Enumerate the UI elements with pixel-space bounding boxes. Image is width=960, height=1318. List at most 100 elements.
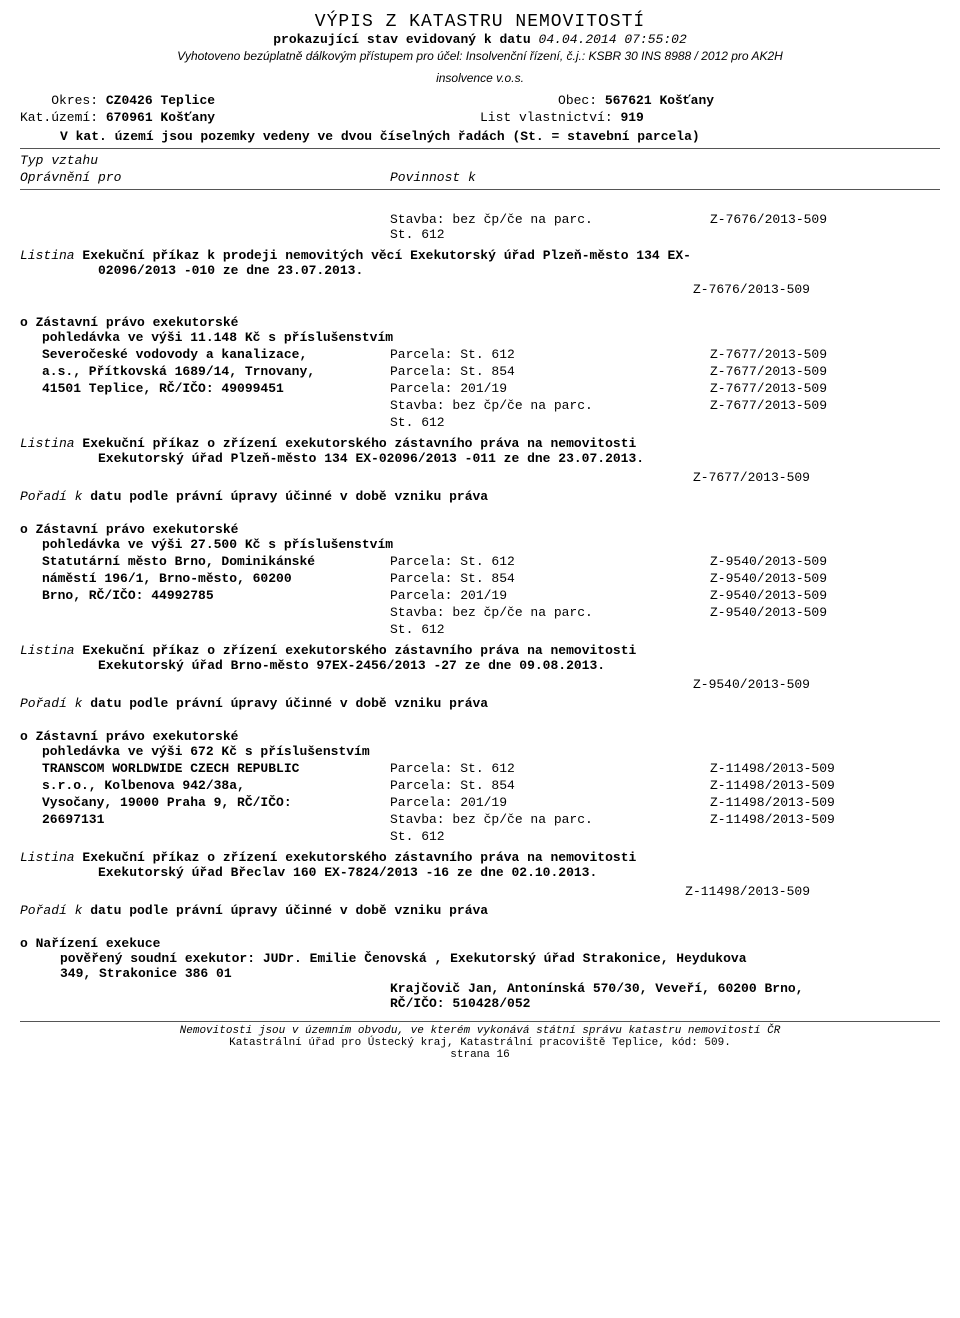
claim-1: pohledávka ve výši 11.148 Kč s příslušen… bbox=[42, 330, 940, 345]
st-extra: St. 612 bbox=[390, 622, 710, 637]
st-extra: St. 612 bbox=[390, 415, 710, 430]
creditor-row: náměstí 196/1, Brno-město, 60200 Parcela… bbox=[20, 571, 940, 586]
header-row-okres-obec: Okres: CZ0426 Teplice Obec: 567621 Košťa… bbox=[20, 93, 940, 108]
lien-title-3: o Zástavní právo exekutorské bbox=[20, 729, 940, 744]
listina-label: Listina bbox=[20, 643, 75, 658]
creditor-text: náměstí 196/1, Brno-město, 60200 bbox=[20, 571, 390, 586]
poradi-text: datu podle právní úpravy účinné v době v… bbox=[90, 489, 488, 504]
lien-title-1: o Zástavní právo exekutorské bbox=[20, 315, 940, 330]
z-ref: Z-7677/2013-509 bbox=[710, 364, 940, 379]
listina-3: Listina Exekuční příkaz o zřízení exekut… bbox=[20, 850, 940, 865]
creditor-row: Stavba: bez čp/če na parc. Z-9540/2013-5… bbox=[20, 605, 940, 620]
katuzemi-label: Kat.území: bbox=[20, 110, 98, 125]
creditor-text: 41501 Teplice, RČ/IČO: 49099451 bbox=[20, 381, 390, 396]
parcel-text: Parcela: St. 854 bbox=[390, 364, 710, 379]
poradi-2: Pořadí k datu podle právní úpravy účinné… bbox=[20, 696, 940, 711]
footer-line3: strana 16 bbox=[20, 1049, 940, 1061]
footer-line2: Katastrální úřad pro Ústecký kraj, Katas… bbox=[20, 1037, 940, 1049]
poradi-text: datu podle právní úpravy účinné v době v… bbox=[90, 696, 488, 711]
creditor-row: Statutární město Brno, Dominikánské Parc… bbox=[20, 554, 940, 569]
povinnost-k-label: Povinnost k bbox=[390, 170, 476, 185]
z-ref: Z-9540/2013-509 bbox=[710, 571, 940, 586]
creditor-text: a.s., Přítkovská 1689/14, Trnovany, bbox=[20, 364, 390, 379]
creditor-row: Vysočany, 19000 Praha 9, RČ/IČO: Parcela… bbox=[20, 795, 940, 810]
listina-label: Listina bbox=[20, 436, 75, 451]
parcel-text: Stavba: bez čp/če na parc. bbox=[390, 812, 710, 827]
creditor-row: Brno, RČ/IČO: 44992785 Parcela: 201/19 Z… bbox=[20, 588, 940, 603]
poradi-3: Pořadí k datu podle právní úpravy účinné… bbox=[20, 903, 940, 918]
listina-label: Listina bbox=[20, 850, 75, 865]
katuzemi-value: 670961 Košťany bbox=[106, 110, 215, 125]
divider bbox=[20, 189, 940, 190]
creditor-row: St. 612 bbox=[20, 622, 940, 637]
creditor-text: Severočeské vodovody a kanalizace, bbox=[20, 347, 390, 362]
listina-text-cont: 02096/2013 -010 ze dne 23.07.2013. bbox=[98, 263, 940, 278]
parcel-text: Parcela: St. 854 bbox=[390, 778, 710, 793]
parcel-text: Parcela: 201/19 bbox=[390, 795, 710, 810]
st-extra: St. 612 bbox=[390, 829, 710, 844]
listina-text: Exekuční příkaz o zřízení exekutorského … bbox=[82, 643, 636, 658]
listina-label: Listina bbox=[20, 248, 75, 263]
creditor-row: 41501 Teplice, RČ/IČO: 49099451 Parcela:… bbox=[20, 381, 940, 396]
lien-title-text: Zástavní právo exekutorské bbox=[36, 522, 239, 537]
exec-sub2: RČ/IČO: 510428/052 bbox=[390, 996, 940, 1011]
poradi-text: datu podle právní úpravy účinné v době v… bbox=[90, 903, 488, 918]
parcel-text: Parcela: 201/19 bbox=[390, 588, 710, 603]
entry-block-0: Stavba: bez čp/če na parc. Z-7676/2013-5… bbox=[20, 212, 940, 297]
listina-text-cont: Exekutorský úřad Plzeň-město 134 EX-0209… bbox=[98, 451, 940, 466]
poradi-1: Pořadí k datu podle právní úpravy účinné… bbox=[20, 489, 940, 504]
claim-2: pohledávka ve výši 27.500 Kč s příslušen… bbox=[42, 537, 940, 552]
creditor-row: s.r.o., Kolbenova 942/38a, Parcela: St. … bbox=[20, 778, 940, 793]
creditor-text: TRANSCOM WORLDWIDE CZECH REPUBLIC bbox=[20, 761, 390, 776]
z-ref: Z-11498/2013-509 bbox=[710, 812, 940, 827]
listina-2: Listina Exekuční příkaz o zřízení exekut… bbox=[20, 643, 940, 658]
z-ref-bottom: Z-7677/2013-509 bbox=[20, 470, 940, 485]
creditor-row: Stavba: bez čp/če na parc. Z-7677/2013-5… bbox=[20, 398, 940, 413]
exec-line1: pověřený soudní exekutor: JUDr. Emilie Č… bbox=[60, 951, 940, 966]
exec-title-text: Nařízení exekuce bbox=[36, 936, 161, 951]
creditor-row: a.s., Přítkovská 1689/14, Trnovany, Parc… bbox=[20, 364, 940, 379]
lien-title-text: Zástavní právo exekutorské bbox=[36, 729, 239, 744]
listina-text: Exekuční příkaz k prodeji nemovitých věc… bbox=[82, 248, 691, 263]
creditor-text: s.r.o., Kolbenova 942/38a, bbox=[20, 778, 390, 793]
poradi-label: Pořadí k bbox=[20, 696, 82, 711]
z-ref-bottom: Z-7676/2013-509 bbox=[20, 282, 940, 297]
lien-title-2: o Zástavní právo exekutorské bbox=[20, 522, 940, 537]
doc-subtitle: prokazující stav evidovaný k datu 04.04.… bbox=[20, 32, 940, 47]
poradi-label: Pořadí k bbox=[20, 489, 82, 504]
creditor-row: Severočeské vodovody a kanalizace, Parce… bbox=[20, 347, 940, 362]
parcel-text: Parcela: St. 612 bbox=[390, 554, 710, 569]
z-ref: Z-9540/2013-509 bbox=[710, 554, 940, 569]
header-note: V kat. území jsou pozemky vedeny ve dvou… bbox=[60, 129, 940, 144]
footer: Nemovitosti jsou v územním obvodu, ve kt… bbox=[20, 1021, 940, 1061]
claim-3: pohledávka ve výši 672 Kč s příslušenstv… bbox=[42, 744, 940, 759]
creditor-row: St. 612 bbox=[20, 415, 940, 430]
footer-line1: Nemovitosti jsou v územním obvodu, ve kt… bbox=[20, 1025, 940, 1037]
section-header-row1: Typ vztahu bbox=[20, 153, 940, 168]
exec-line2: 349, Strakonice 386 01 bbox=[60, 966, 940, 981]
okres-value: CZ0426 Teplice bbox=[106, 93, 215, 108]
z-ref: Z-9540/2013-509 bbox=[710, 605, 940, 620]
parcel-text: Parcela: St. 612 bbox=[390, 761, 710, 776]
z-ref-bottom: Z-11498/2013-509 bbox=[20, 884, 940, 899]
z-ref: Z-7677/2013-509 bbox=[710, 347, 940, 362]
st-text: St. 612 bbox=[390, 227, 710, 242]
subtitle-date: 04.04.2014 07:55:02 bbox=[539, 32, 687, 47]
opravneni-pro-label: Oprávnění pro bbox=[20, 170, 390, 185]
creditor-row: St. 612 bbox=[20, 829, 940, 844]
lv-value: 919 bbox=[620, 110, 643, 125]
parcel-text: Parcela: 201/19 bbox=[390, 381, 710, 396]
z-ref-bottom: Z-9540/2013-509 bbox=[20, 677, 940, 692]
typ-vztahu-label: Typ vztahu bbox=[20, 153, 390, 168]
z-ref: Z-7676/2013-509 bbox=[710, 212, 940, 227]
listina-text-cont: Exekutorský úřad Brno-město 97EX-2456/20… bbox=[98, 658, 940, 673]
z-ref: Z-11498/2013-509 bbox=[710, 761, 940, 776]
divider bbox=[20, 148, 940, 149]
purpose-line1: Vyhotoveno bezúplatně dálkovým přístupem… bbox=[20, 49, 940, 63]
subtitle-prefix: prokazující stav evidovaný k datu bbox=[273, 32, 530, 47]
doc-title: VÝPIS Z KATASTRU NEMOVITOSTÍ bbox=[20, 12, 940, 32]
listina-text: Exekuční příkaz o zřízení exekutorského … bbox=[82, 850, 636, 865]
lien-title-text: Zástavní právo exekutorské bbox=[36, 315, 239, 330]
poradi-label: Pořadí k bbox=[20, 903, 82, 918]
obec-value: 567621 Košťany bbox=[605, 93, 714, 108]
